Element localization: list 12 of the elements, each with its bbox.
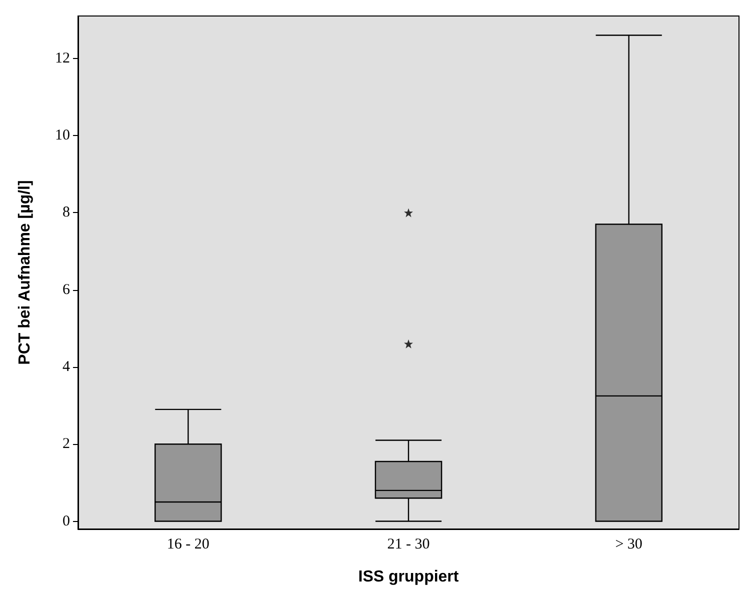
x-tick-label: > 30 xyxy=(615,536,642,552)
y-tick-label: 12 xyxy=(55,50,70,66)
y-tick-label: 10 xyxy=(55,128,70,144)
y-tick-label: 2 xyxy=(62,436,70,452)
x-tick-label: 16 - 20 xyxy=(166,536,210,552)
y-tick-label: 4 xyxy=(62,359,70,375)
x-tick-label: 21 - 30 xyxy=(387,536,430,552)
x-axis-title: ISS gruppiert xyxy=(358,568,460,586)
y-tick-label: 8 xyxy=(62,204,70,221)
y-tick-label: 6 xyxy=(62,282,70,298)
y-tick-label: 0 xyxy=(62,513,70,530)
y-axis-title: PCT bei Aufnahme [µg/l] xyxy=(16,180,34,365)
